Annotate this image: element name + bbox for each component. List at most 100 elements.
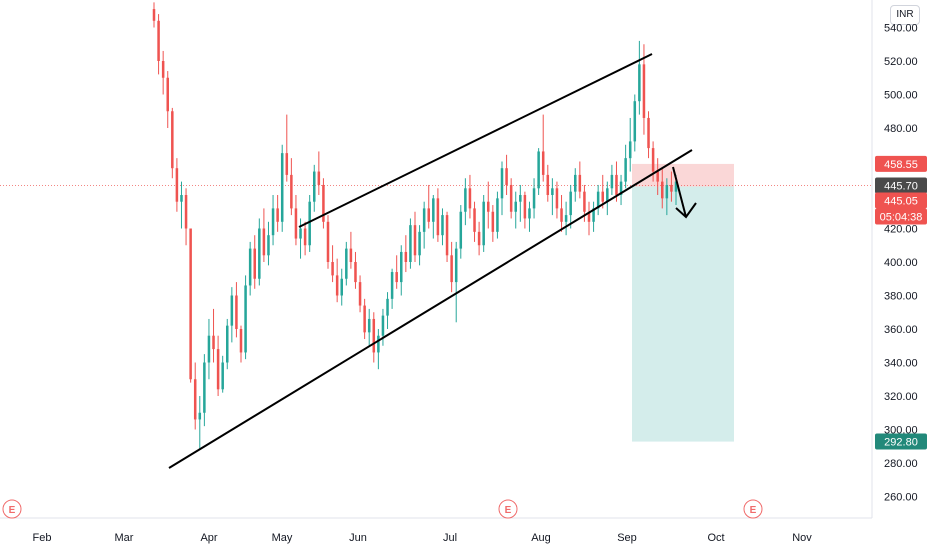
candle-body[interactable]: [258, 228, 261, 279]
candle-body[interactable]: [628, 141, 632, 159]
candle-body[interactable]: [248, 248, 252, 286]
candle-body[interactable]: [441, 215, 444, 236]
candle-body[interactable]: [386, 298, 389, 316]
candle-body[interactable]: [546, 174, 550, 195]
candle-body[interactable]: [656, 171, 659, 182]
candle-body[interactable]: [226, 325, 229, 363]
candle-body[interactable]: [418, 231, 421, 256]
candle-body[interactable]: [482, 201, 485, 246]
candle-body[interactable]: [189, 228, 192, 380]
candle-body[interactable]: [610, 174, 614, 189]
event-marker-icon[interactable]: [743, 499, 763, 519]
candle-body[interactable]: [459, 211, 463, 249]
candle-body[interactable]: [271, 208, 275, 236]
candle-body[interactable]: [262, 228, 266, 256]
candle-body[interactable]: [161, 61, 165, 78]
candle-body[interactable]: [514, 201, 517, 212]
currency-badge[interactable]: INR: [890, 5, 920, 25]
candle-body[interactable]: [367, 318, 371, 333]
candle-body[interactable]: [358, 282, 362, 306]
candle-body[interactable]: [500, 168, 504, 199]
candle-body[interactable]: [244, 285, 247, 353]
candle-body[interactable]: [335, 275, 339, 296]
candle-body[interactable]: [587, 211, 591, 222]
candle-body[interactable]: [537, 151, 540, 189]
candle-body[interactable]: [464, 188, 467, 212]
candle-body[interactable]: [317, 171, 321, 185]
candle-body[interactable]: [253, 248, 256, 279]
candle-body[interactable]: [532, 188, 536, 209]
candle-body[interactable]: [574, 174, 577, 192]
candle-body[interactable]: [308, 201, 311, 246]
candle-body[interactable]: [436, 198, 440, 236]
down-arrow-shaft[interactable]: [672, 166, 687, 218]
candle-body[interactable]: [157, 20, 160, 61]
event-marker-icon[interactable]: [498, 499, 518, 519]
candle-body[interactable]: [326, 221, 330, 262]
candle-body[interactable]: [152, 9, 156, 21]
candle-body[interactable]: [432, 198, 435, 222]
candle-body[interactable]: [601, 191, 604, 202]
candle-body[interactable]: [491, 211, 495, 232]
target-zone[interactable]: [632, 186, 734, 442]
candle-body[interactable]: [564, 215, 568, 222]
candle-body[interactable]: [674, 181, 678, 192]
candle-body[interactable]: [322, 184, 325, 222]
candle-body[interactable]: [303, 228, 307, 246]
candle-body[interactable]: [285, 153, 289, 175]
candle-body[interactable]: [235, 295, 238, 330]
candle-body[interactable]: [606, 188, 609, 202]
candle-body[interactable]: [400, 251, 403, 283]
candle-body[interactable]: [661, 181, 664, 199]
upper-trendline[interactable]: [298, 53, 653, 228]
candle-body[interactable]: [647, 117, 650, 149]
candle-body[interactable]: [294, 208, 298, 239]
candle-body[interactable]: [642, 64, 646, 118]
candle-body[interactable]: [345, 248, 348, 279]
lower-trendline[interactable]: [168, 149, 693, 469]
candle-body[interactable]: [454, 248, 458, 283]
candle-body[interactable]: [651, 148, 655, 172]
candle-body[interactable]: [299, 228, 302, 239]
candle-body[interactable]: [560, 208, 563, 222]
candle-body[interactable]: [221, 362, 224, 390]
candle-body[interactable]: [175, 168, 179, 202]
candle-body[interactable]: [363, 305, 366, 333]
candle-body[interactable]: [519, 195, 522, 202]
candle-body[interactable]: [555, 188, 559, 209]
candle-body[interactable]: [633, 101, 637, 142]
candle-body[interactable]: [212, 335, 215, 350]
candle-body[interactable]: [267, 235, 270, 256]
candle-body[interactable]: [203, 362, 206, 413]
candle-body[interactable]: [166, 77, 169, 112]
candle-body[interactable]: [395, 272, 398, 283]
candle-body[interactable]: [468, 188, 472, 209]
candle-body[interactable]: [578, 174, 582, 192]
candle-body[interactable]: [377, 335, 380, 353]
candle-body[interactable]: [216, 349, 220, 390]
candle-body[interactable]: [198, 412, 202, 420]
candle-body[interactable]: [624, 158, 627, 182]
candle-body[interactable]: [230, 295, 234, 326]
candle-body[interactable]: [422, 208, 426, 232]
candle-body[interactable]: [477, 231, 481, 246]
candle-body[interactable]: [207, 335, 211, 363]
candle-body[interactable]: [239, 329, 243, 353]
candle-body[interactable]: [596, 191, 600, 209]
candle-body[interactable]: [427, 208, 430, 222]
candle-body[interactable]: [193, 379, 197, 420]
event-marker-icon[interactable]: [2, 499, 22, 519]
stop-loss-zone[interactable]: [632, 163, 734, 187]
candle-body[interactable]: [390, 272, 394, 299]
candle-body[interactable]: [290, 174, 293, 209]
candle-body[interactable]: [450, 255, 453, 283]
candle-body[interactable]: [496, 198, 499, 232]
candle-body[interactable]: [381, 315, 385, 336]
candle-body[interactable]: [354, 262, 357, 283]
candle-body[interactable]: [592, 208, 595, 222]
candle-body[interactable]: [569, 191, 572, 216]
candle-body[interactable]: [528, 208, 531, 219]
candle-body[interactable]: [404, 251, 408, 262]
candle-body[interactable]: [409, 225, 412, 262]
